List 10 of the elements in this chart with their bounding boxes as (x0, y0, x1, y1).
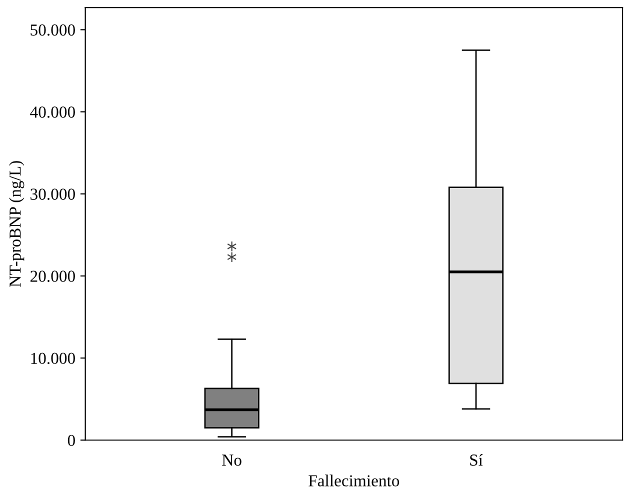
x-tick-label: Sí (470, 454, 483, 466)
x-axis-title: Fallecimiento (308, 474, 400, 486)
y-tick-label: 10.000 (31, 352, 75, 364)
y-tick-label: 40.000 (30, 106, 75, 118)
y-axis-title: NT-proBNP (ng/L) (9, 161, 24, 287)
y-tick-label: 20.000 (30, 270, 75, 282)
x-tick-label: No (222, 454, 242, 466)
y-tick-label: 50.000 (30, 24, 75, 36)
y-tick-label: 30.000 (30, 188, 75, 200)
y-tick-label: 0 (68, 434, 75, 446)
